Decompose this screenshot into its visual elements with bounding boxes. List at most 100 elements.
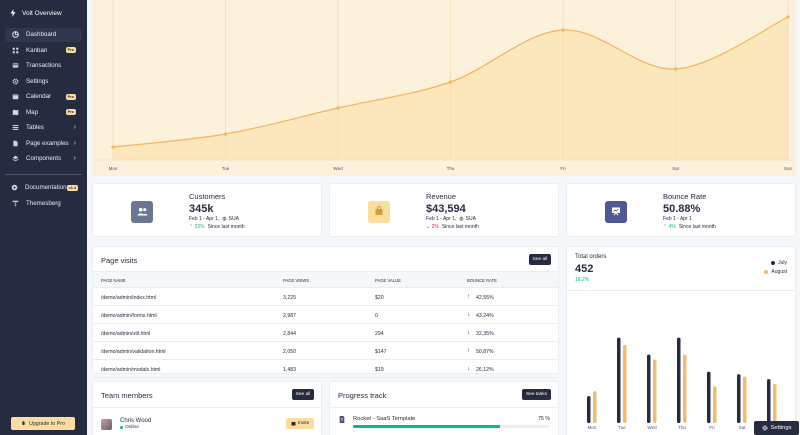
- sidebar-item-transactions[interactable]: Transactions: [5, 59, 82, 73]
- see-tasks-button[interactable]: See tasks: [522, 389, 551, 400]
- page-name-cell: /demo/admin/validation.html: [101, 349, 166, 355]
- bounce-rate-cell: 26,12%: [476, 367, 494, 373]
- cash-icon: [374, 203, 384, 221]
- sidebar-item-page-examples[interactable]: Page examples ›: [5, 136, 82, 150]
- stat-change: ⌃ 4% Since last month: [663, 224, 716, 230]
- table-row: /demo/admin/validation.html 2,050 $147 ↑ 50,…: [93, 342, 558, 360]
- sidebar-item-tables[interactable]: Tables ›: [5, 121, 82, 135]
- date-range-label: Feb 1 - Apr 1: [663, 216, 692, 222]
- calendar-icon: [11, 93, 19, 101]
- page-name-cell: /demo/admin/forms.html: [101, 313, 157, 319]
- calendar-plus-icon: [291, 422, 296, 426]
- country-label: SUA: [228, 216, 239, 222]
- total-orders-card: Total orders 452 18.2% July August Mon Tu…: [566, 246, 796, 435]
- column-header-page-name: PAGE NAME: [101, 278, 126, 283]
- member-status-label: Online: [125, 425, 139, 430]
- sales-point: [561, 28, 565, 32]
- sales-point: [336, 106, 340, 110]
- sidebar-item-dashboard[interactable]: Dashboard: [5, 27, 82, 42]
- stat-title: Revenue: [426, 192, 457, 201]
- settings-label: Settings: [770, 425, 792, 431]
- page-views-cell: 2,844: [283, 331, 296, 337]
- stat-title: Customers: [189, 192, 226, 201]
- page-views-cell: 2,050: [283, 349, 296, 355]
- sidebar-item-settings[interactable]: Settings: [5, 74, 82, 88]
- bounce-rate-cell: 32,35%: [476, 331, 494, 337]
- page-value-cell: $19: [375, 367, 384, 373]
- bounce-rate-cell: 42,55%: [476, 295, 494, 301]
- task-percent: 75 %: [538, 416, 550, 422]
- credit-card-icon: [11, 62, 19, 70]
- themesberg-logo-icon: [11, 199, 19, 207]
- bar-july: [587, 396, 591, 423]
- pro-badge: Pro: [65, 47, 76, 53]
- change-percent: 2%: [431, 224, 439, 230]
- progress-track-title: Progress track: [338, 391, 387, 400]
- member-status: Online: [120, 425, 139, 430]
- sidebar: Volt Overview Dashboard Kanban Pro Trans…: [0, 0, 87, 435]
- progress-divider: [330, 407, 558, 408]
- document-icon: [339, 416, 345, 423]
- bar-august: [713, 386, 717, 423]
- x-tick-label: Sat: [672, 166, 680, 171]
- chevron-right-icon: ›: [73, 139, 76, 147]
- arrow-down-icon: ↓: [467, 366, 470, 372]
- sidebar-item-label: Page examples: [26, 139, 69, 147]
- map-icon: [11, 108, 19, 116]
- x-tick-label: Mon: [588, 425, 597, 430]
- brand-label: Volt Overview: [22, 9, 62, 17]
- sidebar-item-components[interactable]: Components ›: [5, 152, 82, 166]
- arrow-down-icon: ↓: [467, 312, 470, 318]
- team-divider: [93, 407, 321, 408]
- brand-link[interactable]: Volt Overview: [0, 0, 87, 26]
- pro-badge: Pro: [65, 93, 76, 100]
- arrow-up-icon: ⌃: [663, 224, 669, 230]
- total-orders-value: 452: [575, 263, 594, 275]
- bar-august: [593, 391, 597, 423]
- total-orders-change: 18.2%: [575, 277, 590, 283]
- column-header-page-value: PAGE VALUE: [375, 278, 401, 283]
- arrow-up-icon: ↑: [467, 348, 470, 354]
- page-views-cell: 1,483: [283, 367, 296, 373]
- sales-chart: Mon Tue Wed Thu Fri Sat Sun: [92, 0, 796, 176]
- sidebar-item-label: Settings: [26, 77, 49, 85]
- sidebar-item-documentation[interactable]: Documentation v1.4: [5, 181, 82, 195]
- sidebar-item-label: Tables: [26, 124, 44, 131]
- legend-dot-august: [764, 270, 769, 274]
- bounce-rate-cell: 50,87%: [476, 349, 494, 355]
- stat-change: ⌄ 2% Since last month: [426, 224, 479, 230]
- see-all-team-button[interactable]: See all: [292, 389, 314, 400]
- sidebar-item-calendar[interactable]: Calendar Pro: [5, 90, 82, 104]
- legend-dot-july: [771, 261, 776, 265]
- bar-july: [737, 374, 741, 423]
- page-name-cell: /demo/admin/util.html: [101, 331, 151, 337]
- sidebar-item-kanban[interactable]: Kanban Pro: [5, 43, 82, 57]
- sales-point: [673, 67, 678, 71]
- bar-august: [773, 383, 777, 423]
- since-label: Since last month: [678, 224, 716, 230]
- pro-badge: Pro: [65, 109, 76, 115]
- see-all-visits-button[interactable]: See all: [529, 254, 551, 265]
- stat-icon-box: [131, 201, 153, 223]
- table-icon: [11, 124, 19, 132]
- upgrade-button[interactable]: Upgrade to Pro: [11, 417, 75, 430]
- chevron-right-icon: ›: [73, 124, 76, 131]
- task-progress-bar: [353, 425, 549, 428]
- x-tick-label: Thu: [447, 166, 455, 171]
- bar-august: [653, 359, 657, 423]
- sidebar-item-map[interactable]: Map Pro: [5, 105, 82, 119]
- invite-button[interactable]: Invite: [286, 418, 314, 429]
- layers-icon: [11, 155, 19, 163]
- bounce-rate-card: Bounce Rate 50.88% Feb 1 - Apr 1 ⌃ 4% Since …: [566, 183, 796, 237]
- pie-chart-icon: [11, 31, 19, 39]
- avatar: [101, 419, 112, 430]
- legend-label-july: July: [778, 260, 787, 266]
- settings-button[interactable]: Settings: [754, 421, 799, 435]
- sidebar-item-themesberg[interactable]: Themesberg: [5, 196, 82, 210]
- file-icon: [11, 139, 19, 147]
- invite-label: Invite: [297, 421, 310, 426]
- bolt-icon: [10, 9, 16, 17]
- sidebar-item-label: Components: [26, 155, 62, 162]
- since-label: Since last month: [441, 224, 479, 230]
- arrow-up-icon: ⌃: [189, 224, 195, 230]
